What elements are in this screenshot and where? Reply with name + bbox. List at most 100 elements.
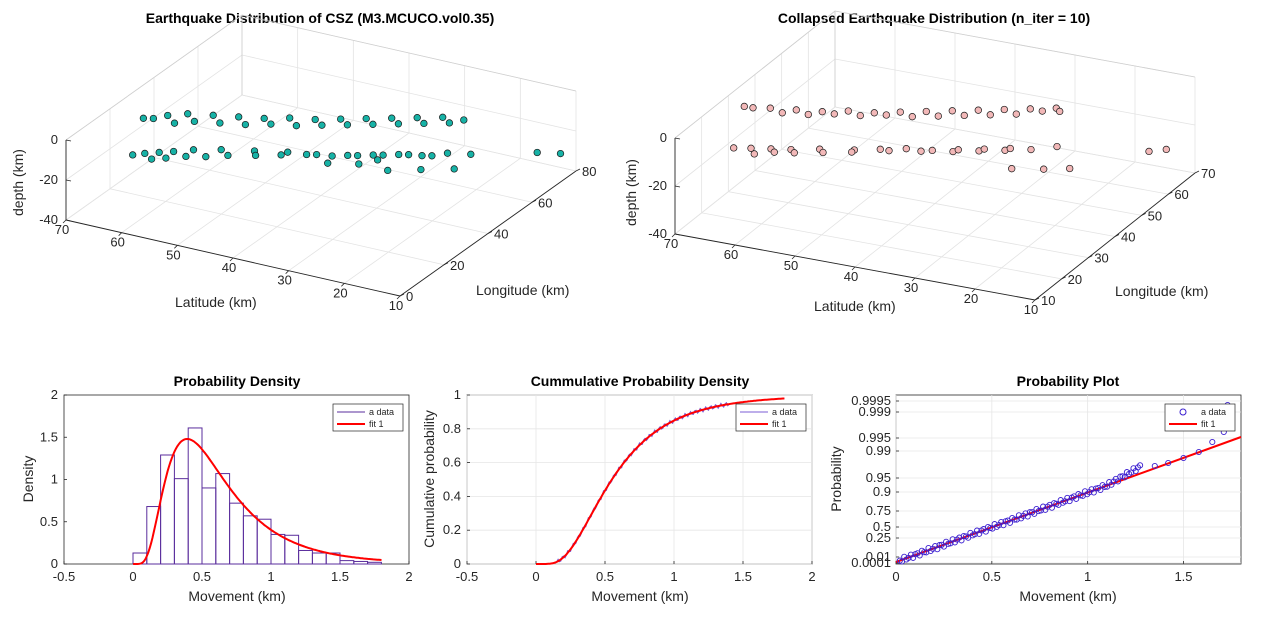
scatter-point [379, 151, 387, 159]
z-tick-label: -20 [39, 172, 58, 187]
scatter-point [445, 119, 454, 127]
y-tick-label: 0.75 [866, 503, 891, 518]
y-tick-label: 0.995 [858, 430, 891, 445]
scatter-point [129, 151, 137, 159]
chart4-grid [466, 394, 813, 565]
chart4-legend: a data fit 1 [735, 403, 807, 432]
scatter-point [420, 119, 428, 128]
probability-point [1073, 495, 1080, 502]
probability-point [1097, 486, 1104, 494]
scatter-point [1000, 105, 1008, 114]
scatter-point [856, 111, 864, 120]
z-tick-mark [674, 233, 681, 236]
z-tick-mark [65, 179, 72, 182]
chart5-legend-box [1164, 403, 1236, 432]
y-tick-label: 0.95 [866, 470, 891, 485]
z-tick-mark [674, 137, 681, 140]
x-tick-label: 40 [494, 227, 508, 242]
scatter-point [355, 160, 363, 168]
probability-point [1117, 473, 1124, 480]
x-tick-label: 20 [1068, 272, 1082, 287]
y-tick-label: 0 [454, 556, 461, 571]
scatter-point [766, 104, 774, 112]
scatter-point [394, 120, 403, 128]
scatter-point [353, 151, 362, 160]
scatter-point [533, 148, 541, 157]
y-tick-label: 0.99 [866, 443, 891, 458]
histogram-bar [367, 561, 382, 565]
y-tick-label: 10 [1024, 302, 1038, 317]
scatter-point [902, 145, 910, 153]
scatter-point [209, 111, 217, 119]
scatter-point [216, 119, 224, 127]
scatter-point [139, 114, 148, 122]
z-tick-label: 0 [660, 130, 667, 145]
probability-point [1006, 519, 1014, 526]
histogram-bar [325, 552, 341, 565]
x-tick-label: 0.5 [193, 569, 211, 584]
chart4-legend-label-fit: fit 1 [772, 419, 787, 429]
y-tick-label: 40 [222, 260, 236, 275]
y-tick-mark [62, 219, 67, 224]
x-tick-label: 0 [129, 569, 136, 584]
x-tick-label: -0.5 [53, 569, 75, 584]
x-tick-mark [1194, 170, 1200, 174]
probability-point [940, 543, 947, 550]
y-tick-label: 40 [844, 269, 858, 284]
scatter-point [162, 154, 170, 162]
scatter-point [388, 114, 396, 122]
x-tick-label: 1.5 [331, 569, 349, 584]
scatter-point [277, 151, 285, 159]
scatter-point [792, 106, 800, 114]
y-tick-label: 0.0001 [851, 555, 891, 570]
x-tick-mark [1034, 297, 1040, 301]
scatter-point [417, 165, 425, 174]
chart3-legend: a data fit 1 [332, 403, 404, 432]
scatter-point [1027, 145, 1035, 154]
y-tick-label: 20 [964, 291, 978, 306]
grid-line [344, 78, 521, 284]
scatter-point [439, 113, 447, 121]
chart3-legend-label-data: a data [369, 407, 394, 417]
scatter-point [182, 152, 190, 161]
scatter-point [369, 120, 377, 128]
grid-line [121, 27, 299, 233]
scatter-point [170, 119, 179, 127]
x-tick-mark [1141, 212, 1146, 216]
scatter-point [749, 104, 757, 112]
scatter-point [418, 152, 426, 160]
scatter-point [770, 148, 778, 156]
scatter-point [241, 120, 250, 129]
chart5-points [896, 401, 1231, 565]
x-tick-label: 0.5 [983, 569, 1001, 584]
scatter-point [870, 109, 878, 117]
scatter-point [324, 159, 332, 167]
x-tick-label: 50 [1148, 208, 1162, 223]
y-tick-mark [971, 288, 976, 293]
y-tick-label: 0.9995 [851, 393, 891, 408]
scatter-point [986, 111, 994, 119]
x-tick-mark [1114, 234, 1120, 237]
scatter-point [467, 150, 475, 158]
scatter-point [369, 151, 377, 159]
scatter-point [730, 144, 738, 152]
probability-point [1031, 510, 1038, 517]
panel-pdf: Probability Density -0.5 0 0.5 1 1.5 200.511.… [20, 373, 413, 604]
chart5-title: Probability Plot [1017, 373, 1120, 389]
chart4-title: Cummulative Probability Density [531, 373, 750, 389]
chart5-legend-swatch-data [1179, 408, 1187, 416]
y-tick-label: 60 [724, 247, 738, 262]
scatter-point [286, 114, 294, 122]
scatter-point [169, 147, 178, 156]
scatter-point [373, 156, 382, 164]
scatter-point [395, 150, 403, 159]
scatter-point [224, 151, 232, 160]
scatter-point [164, 111, 172, 120]
scatter-point [190, 117, 199, 126]
y-tick-label: 30 [904, 280, 918, 295]
scatter-point [960, 111, 968, 120]
chart1-ticks: 0 20 40 60 80 10 20 30 40 50 60 70-40 -20 0 [39, 132, 596, 313]
grid-line [674, 58, 1196, 187]
scatter-point [948, 107, 956, 115]
